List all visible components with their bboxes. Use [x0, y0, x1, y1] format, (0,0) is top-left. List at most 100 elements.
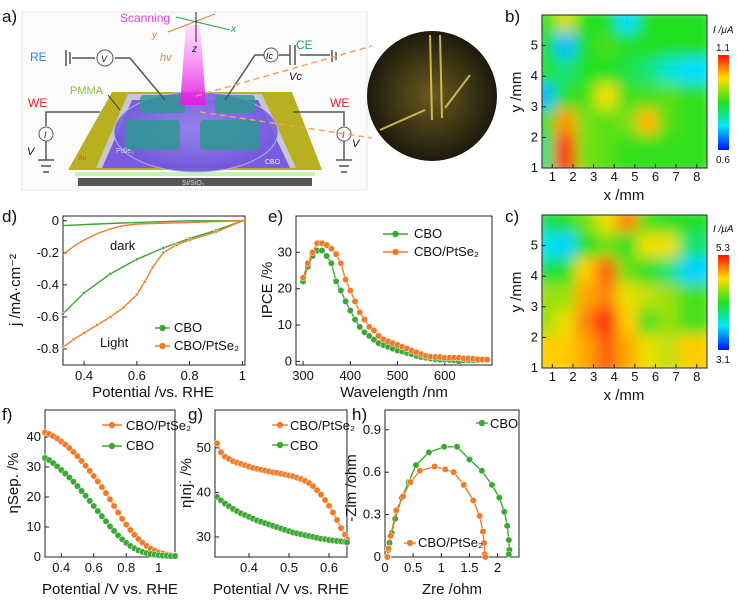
data-point [505, 550, 513, 558]
e-series [299, 239, 491, 365]
x-tick-label: 600 [434, 368, 456, 383]
data-point [346, 287, 354, 294]
data-point [332, 250, 340, 258]
data-point [384, 545, 392, 552]
data-point [351, 297, 359, 305]
d-axes: 0.4 0.6 0.8 1 0 -0.2 -0.4 -0.6 -0.8 [37, 213, 246, 383]
heatmap-cell [678, 134, 707, 168]
data-point [480, 539, 488, 547]
data-point [503, 522, 511, 530]
c-ylabel: y /mm [508, 272, 525, 313]
data-point [61, 311, 65, 316]
h-xlabel: Zre /ohm [422, 581, 482, 598]
vc-label: Vc [289, 71, 302, 83]
data-point [74, 452, 81, 460]
y-tick-label: 0 [285, 353, 292, 368]
data-point [69, 478, 77, 486]
substrate-top-layer [75, 172, 315, 176]
panel-label-h: h) [352, 405, 367, 424]
h-series [383, 443, 513, 561]
colorbar-b-max: 1.1 [716, 43, 730, 54]
data-point [488, 481, 496, 489]
data-point [82, 331, 86, 335]
i-left-label: I [44, 130, 47, 140]
panel-label-a: a) [2, 7, 17, 26]
e-ylabel: IPCE /% [259, 262, 276, 319]
re-label: RE [30, 50, 47, 64]
series-line-cbo [62, 220, 243, 315]
data-point [130, 531, 138, 539]
y-tick-label: 0.6 [363, 464, 381, 479]
x-tick-label: 1 [549, 369, 556, 384]
c-xlabel: x /mm [604, 387, 645, 404]
data-point [466, 456, 473, 463]
we-right-label: WE [330, 96, 349, 110]
data-point [481, 553, 489, 561]
data-point [71, 337, 76, 342]
v-right-label: V [352, 138, 361, 150]
y-tick-label: 5 [531, 38, 538, 53]
ic-label: Ic [266, 51, 274, 61]
data-point [86, 497, 94, 505]
e-xlabel: Wavelength /nm [340, 384, 448, 401]
zoom-dashed-lines [195, 45, 373, 139]
data-point [327, 245, 335, 253]
axis-x-label: x [230, 24, 237, 35]
f-legend-ptse2: CBO/PtSe₂ [126, 418, 191, 433]
ptse2-label: PtSe₂ [116, 148, 134, 155]
data-point [213, 439, 221, 447]
substrate-layer [78, 178, 312, 186]
ammeter-left-icon [38, 126, 54, 142]
plot-frame [384, 409, 520, 558]
data-point [337, 259, 345, 267]
x-tick-label: 7 [672, 169, 679, 184]
data-point [161, 250, 166, 255]
colorbar-c-label: I /μA [713, 224, 734, 235]
g-legend-ptse2: CBO/PtSe₂ [290, 418, 355, 433]
x-tick-label: 6 [652, 169, 659, 184]
data-point [361, 328, 368, 336]
data-point [337, 287, 345, 294]
plot-frame [44, 409, 176, 558]
x-tick-label: 6 [652, 369, 659, 384]
data-point [94, 477, 102, 485]
au-label: Au [78, 155, 87, 162]
legend-marker-cbo [276, 441, 284, 449]
data-point [126, 526, 134, 534]
data-point [412, 461, 420, 469]
data-point [90, 502, 98, 510]
data-point [416, 467, 424, 475]
c-heatmap [542, 215, 707, 368]
legend-marker-cbo [392, 230, 399, 238]
data-point [351, 316, 359, 324]
series-line-ptse2 [62, 220, 243, 348]
data-point [313, 486, 321, 494]
heatmap-cell [678, 334, 707, 368]
data-point [505, 536, 513, 544]
data-point [325, 502, 333, 510]
legend-marker-cbo [108, 442, 116, 450]
data-point [343, 538, 351, 546]
plot-frame [214, 409, 348, 558]
data-point [337, 524, 345, 532]
data-point [94, 507, 102, 515]
data-point [217, 448, 225, 456]
axis-y-label: y [151, 30, 158, 41]
x-tick-label: 1 [438, 560, 445, 575]
panel-label-e: e) [268, 207, 283, 226]
pmma-pointer [107, 94, 121, 111]
g-axes: 0.4 0.5 0.6 30 40 50 [197, 409, 348, 575]
g-ylabel: ηInj. /% [178, 458, 195, 508]
data-point [65, 474, 73, 481]
cbo-label: CBO [265, 159, 281, 166]
data-point [329, 509, 337, 516]
data-point [383, 553, 391, 561]
y-tick-label: 1 [531, 160, 538, 175]
x-tick-label: 1 [155, 560, 162, 575]
x-tick-label: 0.4 [52, 560, 70, 575]
data-point [375, 332, 383, 340]
y-tick-label: 20 [27, 489, 41, 504]
series-line-cbo [62, 220, 243, 227]
data-point [441, 465, 449, 473]
